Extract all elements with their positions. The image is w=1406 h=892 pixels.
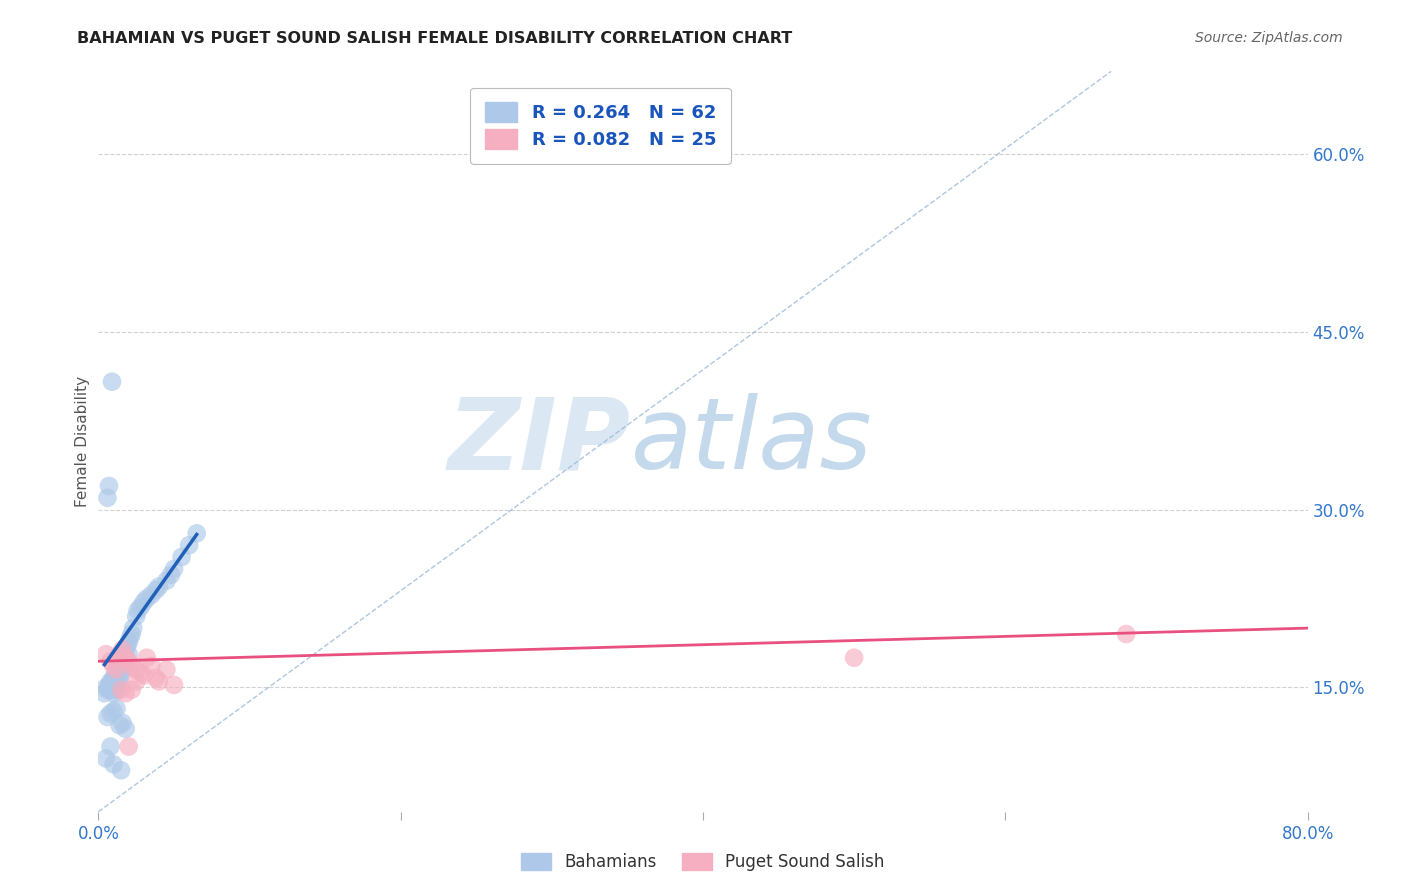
Y-axis label: Female Disability: Female Disability <box>75 376 90 508</box>
Point <box>118 647 141 661</box>
Point <box>155 663 177 677</box>
Point <box>135 591 157 606</box>
Point <box>96 710 118 724</box>
Point <box>110 666 132 681</box>
Point <box>141 588 163 602</box>
Legend: Bahamians, Puget Sound Salish: Bahamians, Puget Sound Salish <box>513 845 893 880</box>
Point <box>114 722 136 736</box>
Point <box>107 674 129 689</box>
Text: Source: ZipAtlas.com: Source: ZipAtlas.com <box>1195 31 1343 45</box>
Point <box>110 764 132 778</box>
Point <box>163 678 186 692</box>
Point <box>94 681 117 695</box>
Point <box>120 631 142 645</box>
Point <box>115 639 138 653</box>
Point <box>129 666 152 681</box>
Text: atlas: atlas <box>630 393 872 490</box>
Point <box>118 635 141 649</box>
Point <box>110 654 132 668</box>
Point <box>111 663 134 677</box>
Point <box>111 642 134 657</box>
Point <box>93 686 115 700</box>
Point <box>129 599 152 614</box>
Point <box>101 375 124 389</box>
Point <box>132 595 155 609</box>
Point <box>94 647 117 661</box>
Point <box>103 704 125 718</box>
Point <box>112 647 135 661</box>
Point <box>100 706 122 721</box>
Point <box>1115 627 1137 641</box>
Point <box>104 668 127 682</box>
Point <box>103 757 125 772</box>
Point <box>100 674 122 689</box>
Point <box>100 654 122 668</box>
Point <box>101 674 124 689</box>
Point <box>127 603 149 617</box>
Legend: R = 0.264   N = 62, R = 0.082   N = 25: R = 0.264 N = 62, R = 0.082 N = 25 <box>470 87 731 163</box>
Point <box>160 567 183 582</box>
Point <box>105 663 128 677</box>
Point <box>105 682 128 697</box>
Point <box>132 668 155 682</box>
Point <box>186 526 208 541</box>
Point <box>125 674 148 689</box>
Point <box>96 491 118 505</box>
Point <box>145 583 167 598</box>
Point <box>98 678 121 692</box>
Point <box>108 647 131 661</box>
Point <box>148 580 170 594</box>
Point <box>118 654 141 668</box>
Point <box>179 538 201 552</box>
Point <box>121 682 143 697</box>
Point <box>125 609 148 624</box>
Point <box>118 739 141 754</box>
Point <box>98 479 121 493</box>
Point <box>105 671 128 685</box>
Point <box>103 678 125 692</box>
Point <box>145 671 167 685</box>
Point <box>94 751 117 765</box>
Point <box>105 663 128 677</box>
Point <box>107 666 129 681</box>
Point <box>125 663 148 677</box>
Point <box>110 682 132 697</box>
Point <box>111 715 134 730</box>
Point <box>114 650 136 665</box>
Point <box>103 671 125 685</box>
Point <box>114 654 136 668</box>
Point <box>111 650 134 665</box>
Text: BAHAMIAN VS PUGET SOUND SALISH FEMALE DISABILITY CORRELATION CHART: BAHAMIAN VS PUGET SOUND SALISH FEMALE DI… <box>77 31 793 46</box>
Point <box>114 686 136 700</box>
Point <box>96 682 118 697</box>
Point <box>121 627 143 641</box>
Point <box>108 659 131 673</box>
Point <box>148 674 170 689</box>
Point <box>122 621 145 635</box>
Point <box>155 574 177 588</box>
Point <box>101 681 124 695</box>
Point <box>135 650 157 665</box>
Point <box>105 701 128 715</box>
Point <box>114 642 136 657</box>
Point <box>108 671 131 685</box>
Point <box>103 659 125 673</box>
Point <box>844 650 866 665</box>
Point <box>108 718 131 732</box>
Point <box>103 686 125 700</box>
Point <box>163 562 186 576</box>
Point <box>100 739 122 754</box>
Point <box>170 549 193 564</box>
Point <box>112 659 135 673</box>
Point <box>100 682 122 697</box>
Point <box>121 659 143 673</box>
Text: ZIP: ZIP <box>447 393 630 490</box>
Point <box>141 659 163 673</box>
Point <box>104 682 127 697</box>
